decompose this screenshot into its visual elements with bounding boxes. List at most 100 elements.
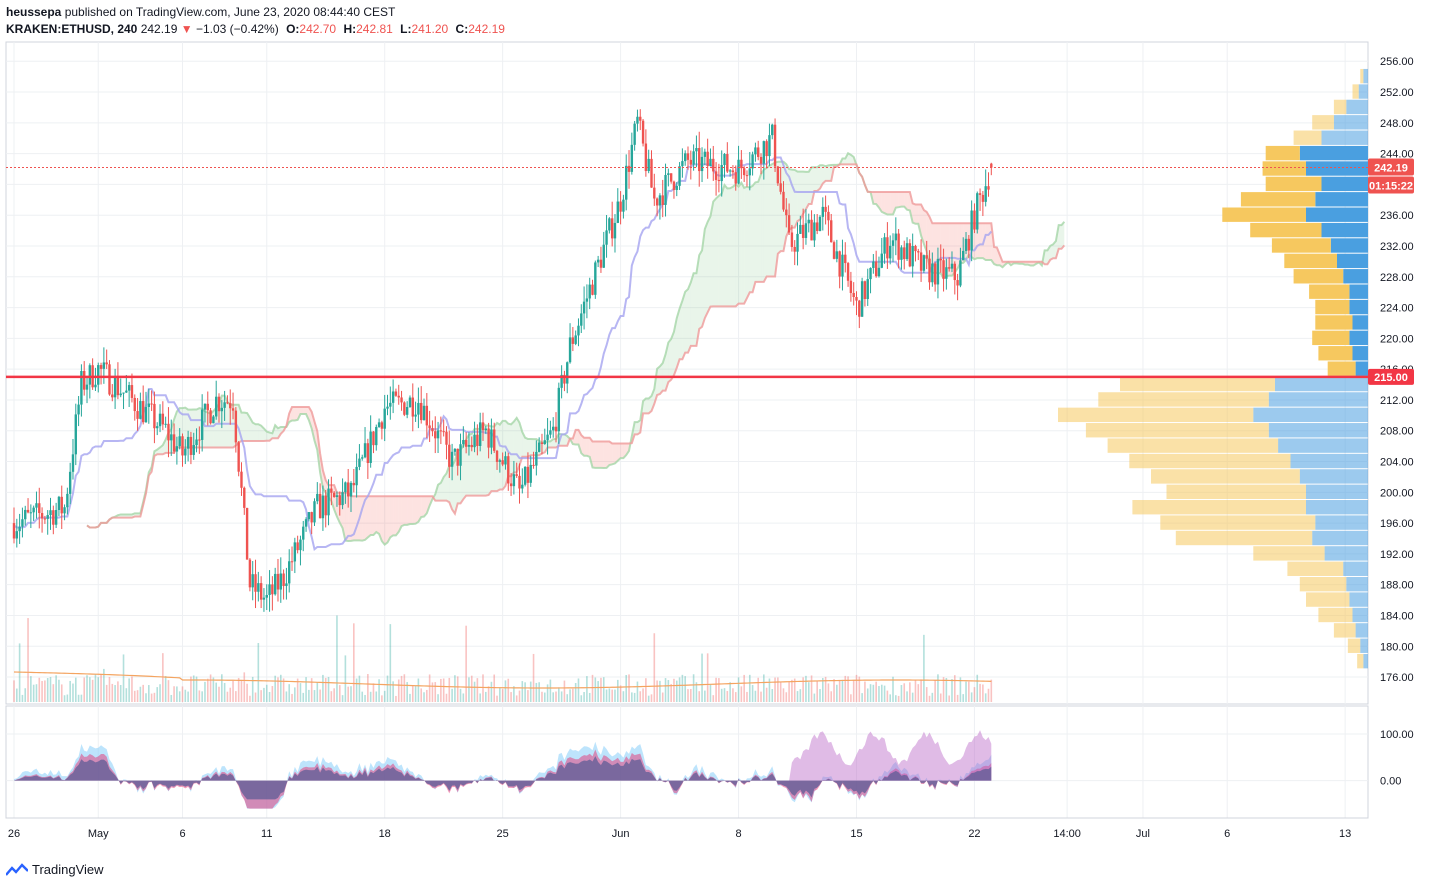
candle-body xyxy=(49,510,52,516)
volume-bar xyxy=(215,682,217,702)
volume-bar xyxy=(543,692,546,702)
volume-bar xyxy=(622,691,625,702)
volume-bar xyxy=(336,615,338,702)
volume-profile-down-bar xyxy=(1315,515,1368,530)
cloud-segment xyxy=(716,195,719,307)
cloud-segment xyxy=(884,191,888,215)
volume-bar xyxy=(959,677,962,702)
candle-body xyxy=(408,397,412,407)
volume-bar xyxy=(720,688,723,702)
candle-body xyxy=(52,510,55,525)
candle-body xyxy=(341,492,344,506)
candle-body xyxy=(860,281,864,317)
volume-bar xyxy=(232,680,234,702)
candle-body xyxy=(908,243,912,267)
open-label: O: xyxy=(286,22,300,36)
cloud-segment xyxy=(527,439,531,457)
volume-bar xyxy=(577,678,580,702)
candle-body xyxy=(728,170,732,172)
volume-bar xyxy=(383,690,386,702)
candle-body xyxy=(608,218,611,231)
cloud-segment xyxy=(204,411,208,448)
cloud-segment xyxy=(901,191,905,207)
candle-body xyxy=(57,496,61,511)
candle-body xyxy=(571,337,575,344)
publisher-name[interactable]: heussepa xyxy=(6,5,62,19)
candle-body xyxy=(200,409,204,440)
cloud-segment xyxy=(381,496,385,545)
volume-bar xyxy=(928,695,931,702)
volume-bar xyxy=(987,688,990,702)
volume-bar xyxy=(291,693,293,702)
cloud-segment xyxy=(825,165,829,181)
candle-body xyxy=(683,153,687,162)
cloud-segment xyxy=(881,191,885,214)
candle-body xyxy=(85,384,89,390)
volume-bar xyxy=(72,683,74,702)
publish-line: heussepa published on TradingView.com, J… xyxy=(6,4,505,21)
candle-body xyxy=(790,232,794,247)
candle-body xyxy=(914,245,917,252)
cloud-segment xyxy=(384,496,388,545)
volume-profile-down-bar xyxy=(1358,84,1368,99)
candle-body xyxy=(383,408,386,429)
volume-bar xyxy=(406,682,408,702)
cloud-segment xyxy=(249,417,253,442)
cloud-segment xyxy=(586,437,590,457)
cloud-segment xyxy=(817,165,820,192)
volume-bar xyxy=(423,692,425,702)
volume-profile-up-bar xyxy=(1132,500,1306,515)
candle-body xyxy=(46,515,49,519)
volume-bar xyxy=(968,681,970,702)
volume-profile-down-bar xyxy=(1346,576,1368,592)
volume-bar xyxy=(788,681,790,702)
candle-body xyxy=(226,402,229,404)
symbol-label[interactable]: KRAKEN:ETHUSD, 240 xyxy=(6,22,138,36)
volume-profile-up-bar xyxy=(1058,407,1254,423)
candle-body xyxy=(835,251,839,259)
volume-bar xyxy=(417,678,420,702)
candle-body xyxy=(119,393,122,396)
volume-bar xyxy=(125,688,128,702)
oscillator-tick-label: 100.00 xyxy=(1380,729,1414,741)
candle-body xyxy=(942,260,945,279)
volume-profile-down-bar xyxy=(1312,530,1368,546)
volume-bar xyxy=(956,694,959,702)
candle-body xyxy=(493,429,496,451)
volume-bar xyxy=(24,688,27,702)
candle-body xyxy=(625,165,628,200)
candle-body xyxy=(377,422,381,427)
volume-bar xyxy=(507,678,510,702)
candle-body xyxy=(262,597,266,600)
volume-bar xyxy=(903,683,906,702)
volume-bar xyxy=(875,681,877,702)
volume-bar xyxy=(774,677,776,702)
candle-body xyxy=(332,492,336,498)
candle-body xyxy=(97,365,100,385)
cloud-segment xyxy=(668,339,672,383)
candle-body xyxy=(723,154,726,165)
candle-body xyxy=(537,442,541,452)
volume-bar xyxy=(939,693,942,702)
cloud-segment xyxy=(659,363,663,394)
volume-bar xyxy=(21,694,24,702)
candle-body xyxy=(653,187,656,199)
cloud-segment xyxy=(949,223,952,276)
candle-body xyxy=(133,397,136,412)
candle-body xyxy=(566,362,569,384)
cloud-segment xyxy=(763,167,767,282)
volume-bar xyxy=(145,693,147,702)
volume-bar xyxy=(237,677,240,702)
volume-bar xyxy=(170,694,173,702)
price-tick-label: 248.00 xyxy=(1380,118,1414,130)
volume-bar xyxy=(431,682,434,702)
cloud-segment xyxy=(409,496,413,525)
candle-body xyxy=(557,387,561,432)
candle-body xyxy=(900,247,903,260)
volume-bar xyxy=(824,676,827,702)
low-value: 241.20 xyxy=(411,22,449,36)
volume-bar xyxy=(198,690,201,702)
time-tick-label: Jul xyxy=(1136,828,1150,840)
brand-name[interactable]: TradingView xyxy=(32,862,104,877)
